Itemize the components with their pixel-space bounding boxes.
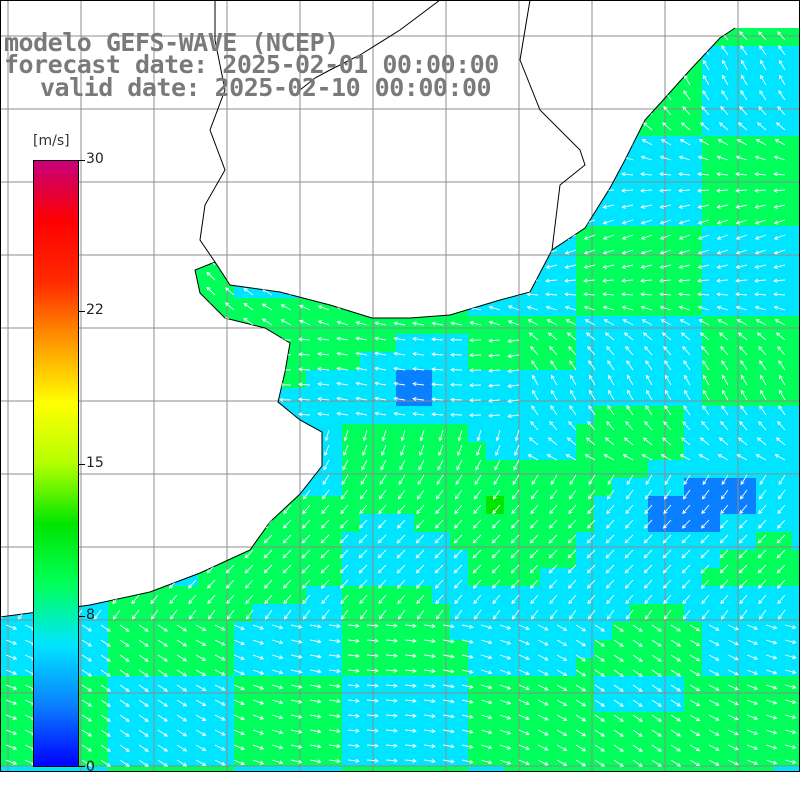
colorbar-tick-mark bbox=[79, 766, 85, 767]
coastline bbox=[0, 0, 736, 618]
colorbar bbox=[33, 160, 79, 767]
colorbar-tick-mark bbox=[79, 616, 85, 617]
valid-date: valid date: 2025-02-10 00:00:00 bbox=[40, 73, 492, 102]
colorbar-tick-mark bbox=[79, 160, 85, 161]
colorbar-unit-label: [m/s] bbox=[33, 133, 70, 149]
model-title: modelo GEFS-WAVE (NCEP) bbox=[4, 28, 339, 57]
colorbar-tick-mark bbox=[79, 311, 85, 312]
lat-lon-grid bbox=[0, 0, 800, 772]
colorbar-tick-label: 22 bbox=[86, 302, 104, 318]
colorbar-tick-mark bbox=[79, 464, 85, 465]
colorbar-tick-label: 15 bbox=[86, 455, 104, 471]
colorbar-tick-label: 0 bbox=[86, 759, 95, 775]
colorbar-tick-label: 8 bbox=[86, 607, 95, 623]
forecast-date: forecast date: 2025-02-01 00:00:00 bbox=[4, 50, 499, 79]
colorbar-tick-label: 30 bbox=[86, 151, 104, 167]
wind-speed-field bbox=[0, 28, 800, 772]
